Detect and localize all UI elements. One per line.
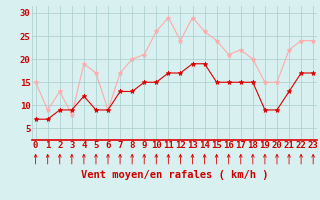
X-axis label: Vent moyen/en rafales ( km/h ): Vent moyen/en rafales ( km/h ) — [81, 170, 268, 180]
